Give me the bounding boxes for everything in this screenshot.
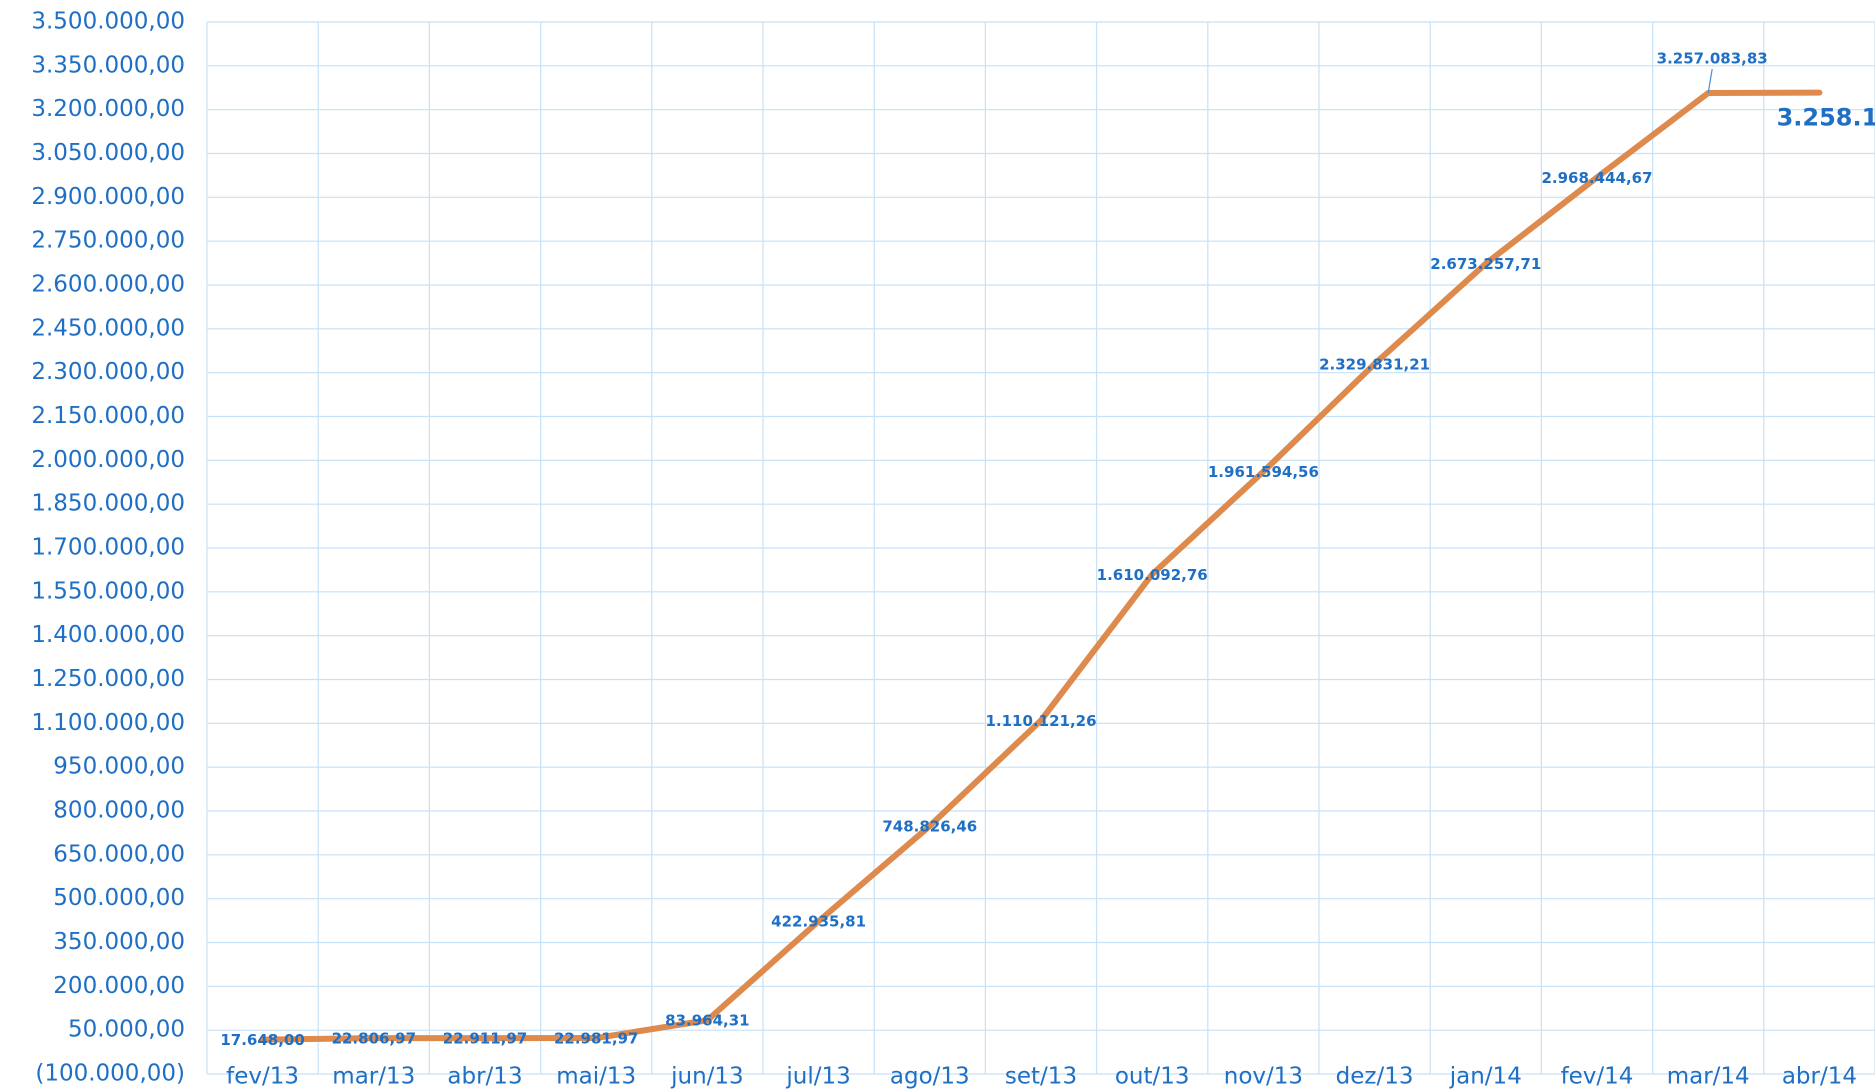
leader-line	[1707, 68, 1713, 94]
x-tick-label: fev/14	[1561, 1064, 1634, 1090]
x-tick-label: ago/13	[890, 1064, 970, 1090]
y-tick-label: 2.750.000,00	[31, 228, 185, 254]
y-tick-label: 3.050.000,00	[31, 140, 185, 166]
y-tick-label: 800.000,00	[53, 798, 185, 824]
x-tick-label: set/13	[1005, 1064, 1077, 1090]
x-tick-label: mar/13	[332, 1064, 415, 1090]
data-label: 2.968.444,67	[1541, 169, 1652, 187]
y-tick-label: 2.600.000,00	[31, 272, 185, 298]
y-tick-label: 500.000,00	[53, 885, 185, 911]
x-tick-label: mar/14	[1667, 1064, 1750, 1090]
data-label: 22.911,97	[443, 1030, 527, 1048]
y-tick-label: 1.100.000,00	[31, 710, 185, 736]
y-tick-label: 2.450.000,00	[31, 315, 185, 341]
x-tick-label: mai/13	[556, 1064, 636, 1090]
y-tick-label: 950.000,00	[53, 754, 185, 780]
x-tick-label: jan/14	[1449, 1064, 1522, 1090]
data-label: 1.110.121,26	[985, 712, 1096, 730]
y-tick-label: 650.000,00	[53, 841, 185, 867]
data-label: 22.981,97	[554, 1030, 638, 1048]
y-tick-label: 50.000,00	[68, 1017, 185, 1043]
x-tick-label: abr/14	[1782, 1064, 1857, 1090]
y-tick-label: 1.550.000,00	[31, 578, 185, 604]
data-label: 3.257.083,83	[1657, 49, 1768, 67]
data-line	[259, 89, 1823, 1043]
y-tick-label: 1.250.000,00	[31, 666, 185, 692]
x-tick-label: jun/13	[670, 1064, 744, 1090]
y-tick-label: 200.000,00	[53, 973, 185, 999]
y-tick-label: 2.300.000,00	[31, 359, 185, 385]
x-tick-label: dez/13	[1336, 1064, 1414, 1090]
y-tick-label: 3.500.000,00	[31, 9, 185, 35]
data-label: 22.806,97	[332, 1030, 416, 1048]
data-label: 83.964,31	[665, 1012, 749, 1030]
x-tick-label: nov/13	[1224, 1064, 1303, 1090]
data-label: 2.673.257,71	[1430, 255, 1541, 273]
y-tick-label: 1.850.000,00	[31, 491, 185, 517]
data-label: 2.329.831,21	[1319, 355, 1430, 373]
y-tick-label: 3.350.000,00	[31, 52, 185, 78]
x-tick-label: jul/13	[785, 1064, 850, 1090]
x-tick-label: abr/13	[447, 1064, 522, 1090]
y-tick-label: 350.000,00	[53, 929, 185, 955]
data-label: 1.961.594,56	[1208, 463, 1319, 481]
data-label: 1.610.092,76	[1097, 566, 1208, 584]
data-label: 17.648,00	[220, 1031, 304, 1049]
data-label: 422.935,81	[771, 913, 866, 931]
x-tick-label: out/13	[1115, 1064, 1190, 1090]
y-tick-label: 1.700.000,00	[31, 535, 185, 561]
y-tick-label: 3.200.000,00	[31, 96, 185, 122]
x-tick-label: fev/13	[226, 1064, 299, 1090]
y-tick-label: 2.150.000,00	[31, 403, 185, 429]
y-tick-label: 1.400.000,00	[31, 622, 185, 648]
y-tick-label: 2.000.000,00	[31, 447, 185, 473]
y-tick-label: (100.000,00)	[35, 1061, 185, 1087]
data-label: 3.258.143,00	[1777, 104, 1875, 132]
y-tick-label: 2.900.000,00	[31, 184, 185, 210]
data-label: 748.826,46	[882, 817, 977, 835]
